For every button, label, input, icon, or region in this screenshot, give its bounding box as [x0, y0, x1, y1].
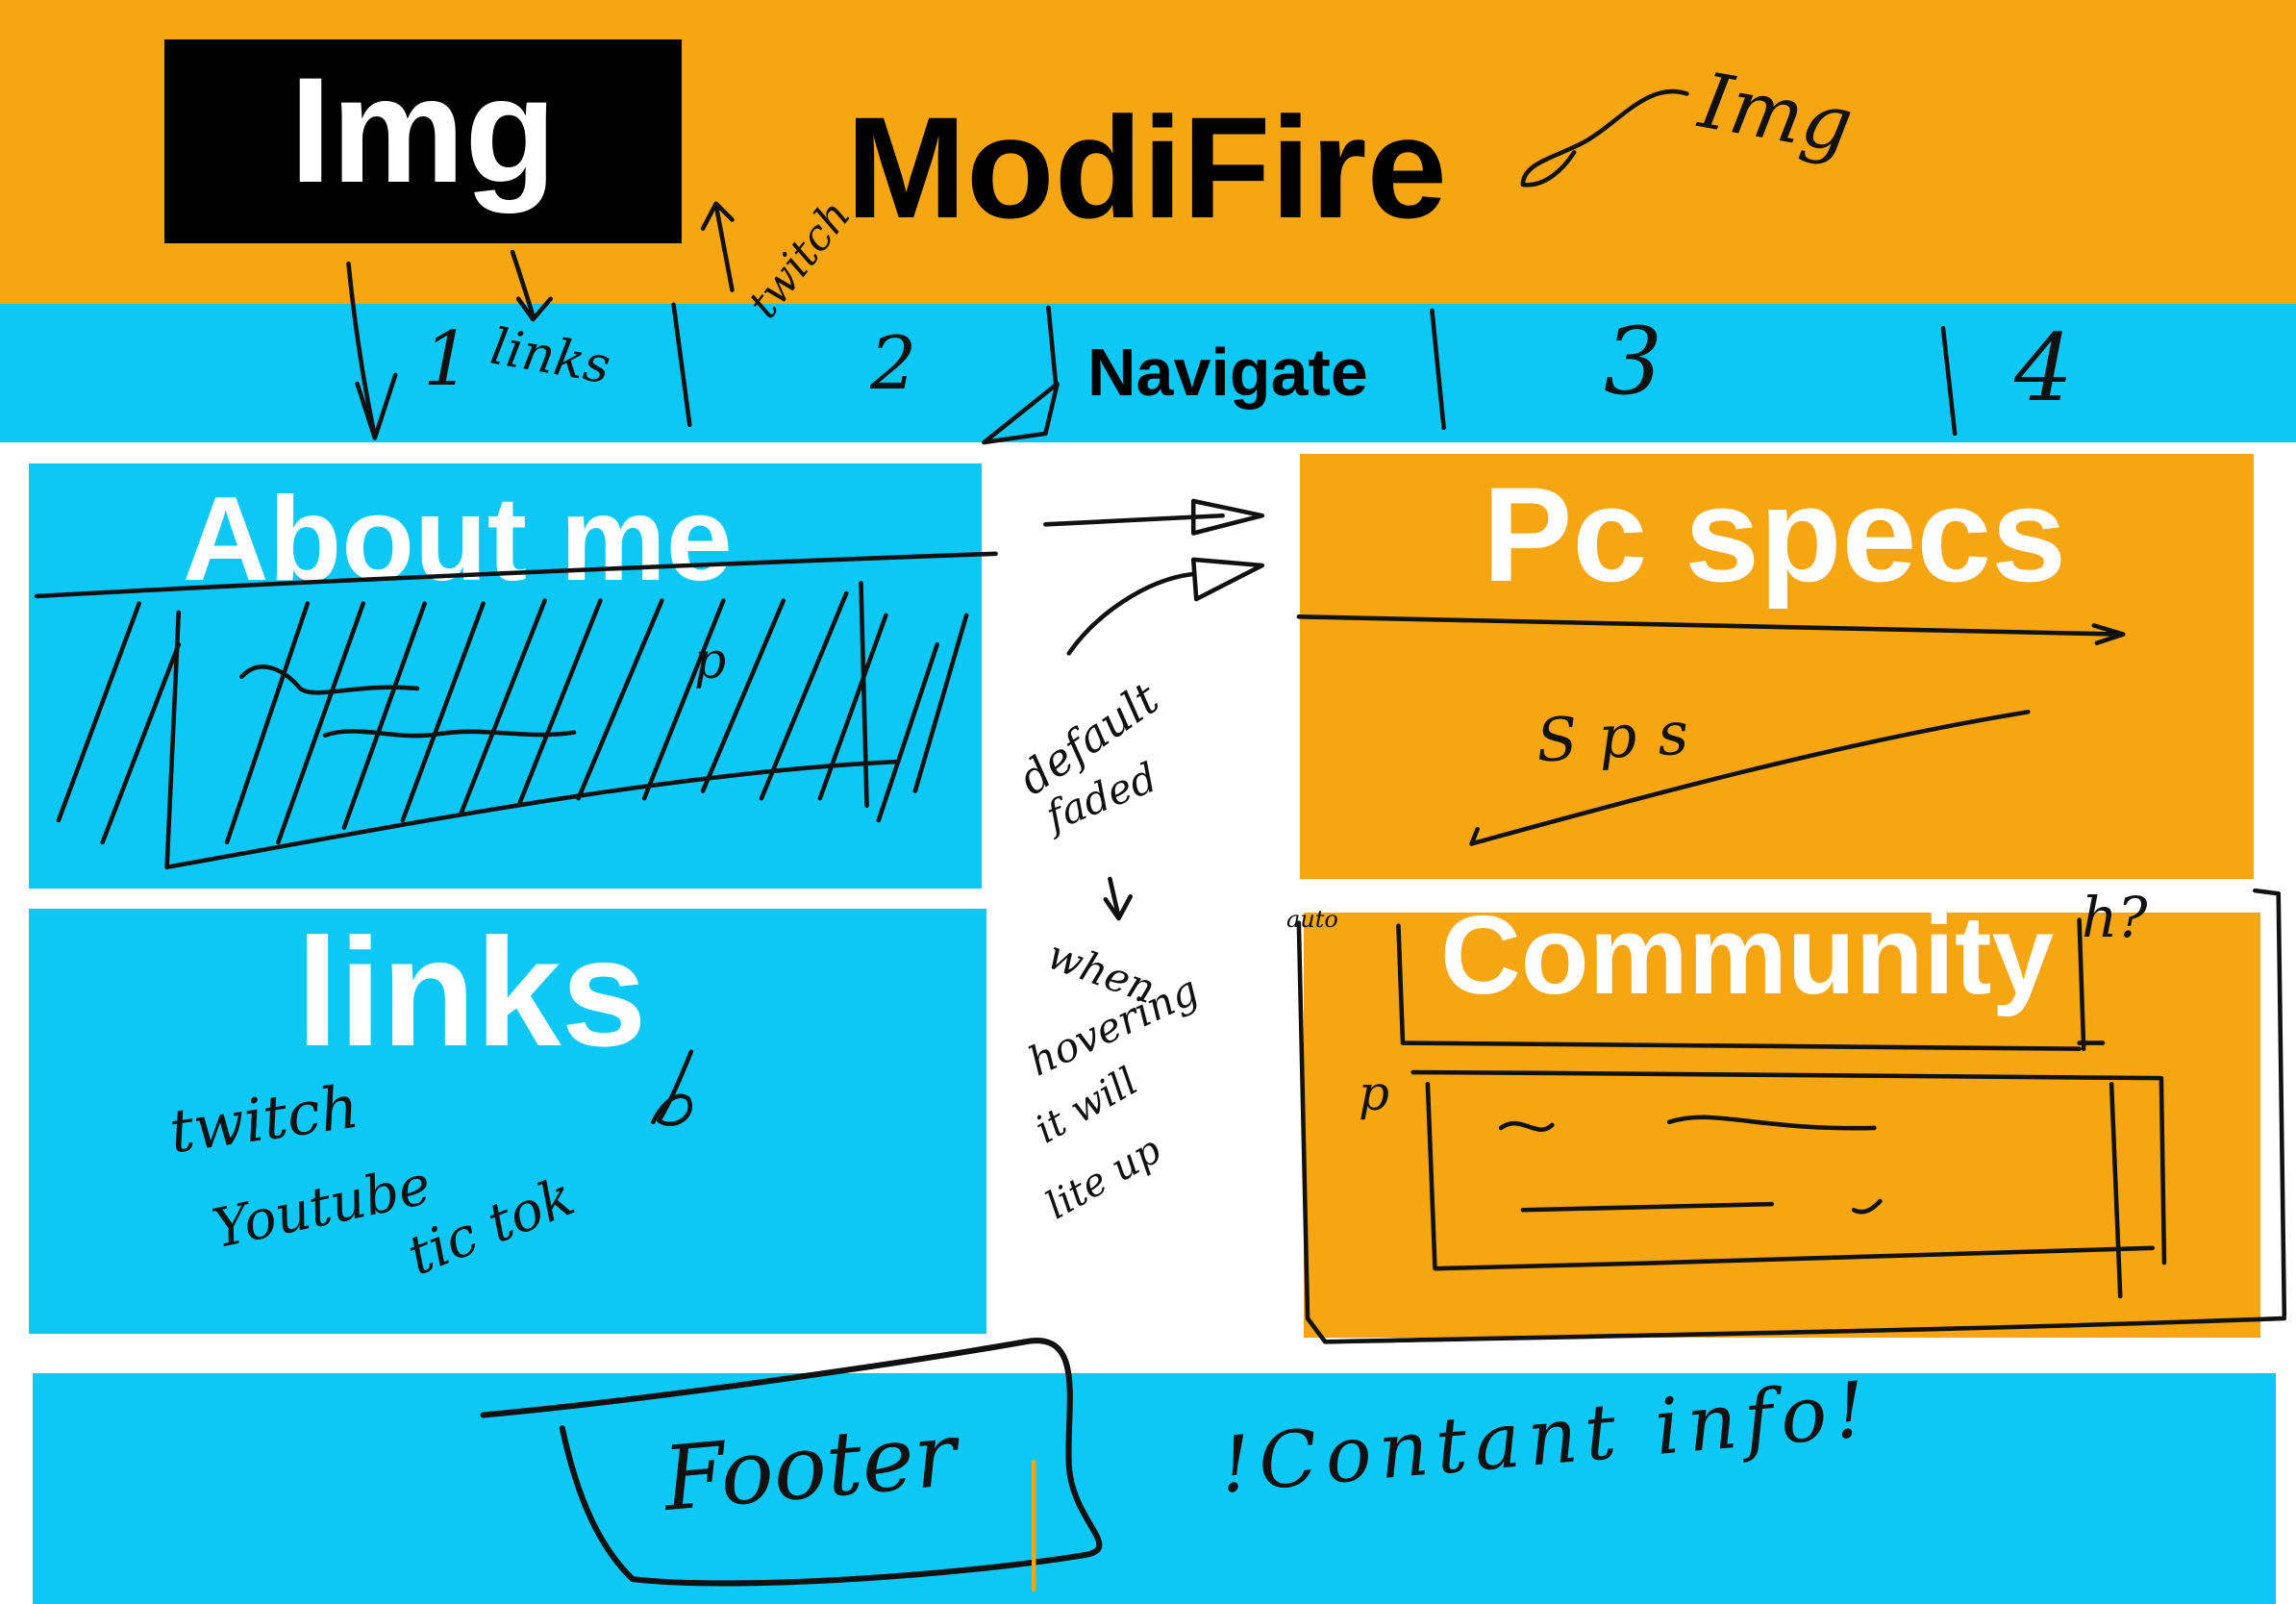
nav-link-slot-1[interactable]: 1: [423, 316, 471, 403]
nav-bar: Navigate: [0, 304, 2296, 442]
header-bar: Img ModiFire: [0, 0, 2296, 304]
logo-placeholder-label: Img: [289, 47, 557, 214]
logo-placeholder: Img: [164, 39, 682, 243]
links-card[interactable]: links: [29, 909, 986, 1334]
footer-bar: [33, 1373, 2276, 1604]
community-auto-note: auto: [1286, 906, 1338, 933]
about-me-card[interactable]: About me: [29, 464, 982, 889]
footer-note: Footer: [659, 1402, 961, 1532]
community-title: Community: [1440, 892, 2054, 1017]
specs-note: Sps: [1535, 696, 1711, 776]
nav-link-slot-3[interactable]: 3: [1604, 308, 1663, 415]
site-title: ModiFire: [846, 87, 1447, 248]
nav-link-slot-2[interactable]: 2: [870, 320, 917, 406]
pc-specs-card[interactable]: Pc specs: [1300, 454, 2254, 879]
pc-specs-arrows: [1043, 498, 1265, 656]
about-me-title: About me: [183, 473, 733, 606]
nav-label: Navigate: [1087, 335, 1368, 410]
community-card[interactable]: Community: [1304, 899, 2260, 1338]
nav-link-slot-4[interactable]: 4: [2014, 314, 2074, 422]
hover-note-arrow: [1103, 876, 1134, 921]
community-height-note: h?: [2082, 885, 2148, 950]
pc-specs-title: Pc specs: [1483, 459, 2067, 610]
about-paragraph-note: p: [694, 633, 727, 690]
links-title: links: [296, 906, 647, 1078]
community-paragraph-note: p: [1359, 1065, 1390, 1121]
